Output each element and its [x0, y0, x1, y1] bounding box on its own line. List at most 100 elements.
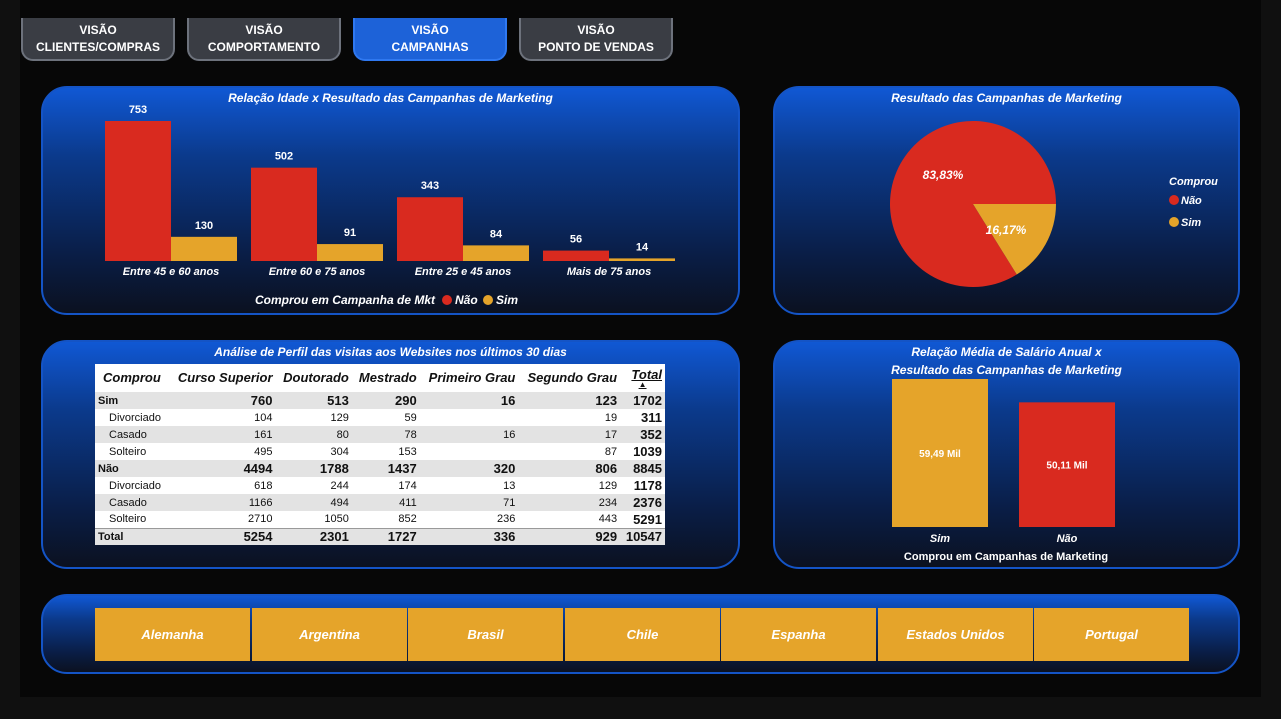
row-label: Casado	[95, 494, 169, 511]
table-cell: 16	[419, 426, 519, 443]
table-cell: 1166	[168, 494, 276, 511]
table-row: Casado 1166 494 411 71 234 2376	[95, 494, 665, 511]
salary-chart-card: Relação Média de Salário Anual x Resulta…	[773, 340, 1240, 569]
col-header-mestrado[interactable]: Mestrado	[358, 370, 417, 385]
table-cell: 411	[351, 494, 420, 511]
legend-sim-marker	[483, 295, 493, 305]
table-cell: 234	[518, 494, 621, 511]
bar-nao	[543, 250, 609, 261]
bar-sim	[171, 236, 237, 261]
table-cell: 290	[351, 392, 420, 409]
tab-label-line1: VISÃO	[79, 23, 117, 37]
row-total-cell: 8845	[620, 460, 665, 477]
table-row: Solteiro 495 304 153 87 1039	[95, 443, 665, 460]
table-cell: 17	[518, 426, 621, 443]
bar-nao	[1019, 402, 1115, 527]
slicer-button-estados-unidos[interactable]: Estados Unidos	[878, 608, 1033, 661]
col-header-primeiro-grau[interactable]: Primeiro Grau	[428, 370, 516, 385]
slicer-button-portugal[interactable]: Portugal	[1034, 608, 1189, 661]
slicer-button-espanha[interactable]: Espanha	[721, 608, 876, 661]
legend-nao-label: Não	[1181, 195, 1202, 207]
table-row: Casado 161 80 78 16 17 352	[95, 426, 665, 443]
table-cell: 494	[275, 494, 352, 511]
pie-slice-nao	[889, 120, 1056, 287]
col-header-curso-superior[interactable]: Curso Superior	[177, 370, 273, 385]
table-cell: 59	[404, 411, 417, 424]
col-header-segundo-grau[interactable]: Segundo Grau	[527, 370, 618, 385]
row-label: Divorciado	[109, 479, 161, 492]
table-cell: 2301	[275, 527, 352, 545]
table-cell: 304	[330, 445, 349, 458]
table-cell: 495	[254, 445, 273, 458]
table-cell: 4494	[168, 460, 276, 477]
table-cell: 1788	[275, 460, 352, 477]
table-header-row: Comprou Curso Superior Doutorado Mestrad…	[95, 364, 665, 392]
bar-nao	[251, 167, 317, 261]
tab-label-line1: VISÃO	[411, 23, 449, 37]
table-cell: 80	[275, 426, 352, 443]
row-label: Solteiro	[109, 513, 147, 526]
legend-nao-marker	[1169, 195, 1179, 205]
table-cell: 71	[419, 494, 519, 511]
table-cell: 16	[419, 392, 519, 409]
table-cell: 236	[497, 513, 516, 526]
table-cell: 443	[598, 513, 618, 526]
tab-label-line2: CLIENTES/COMPRAS	[35, 40, 160, 54]
legend-title: Comprou em Campanha de Mkt	[255, 293, 436, 307]
x-tick-label: Sim	[930, 533, 950, 545]
tab-label-line1: VISÃO	[245, 23, 283, 37]
table-row: Solteiro 2710 1050 852 236 443 5291	[95, 511, 665, 528]
x-tick-label: Entre 60 e 75 anos	[269, 266, 366, 278]
table-cell: 2710	[248, 513, 273, 526]
data-label: 91	[344, 227, 356, 239]
table-total-row: Total 5254 2301 1727 336 929 10547	[95, 527, 665, 545]
tab-label-line2: COMPORTAMENTO	[207, 40, 321, 54]
legend-title: Comprou	[1169, 176, 1218, 188]
row-label: Solteiro	[109, 445, 147, 458]
tab-visao-comportamento[interactable]: VISÃO COMPORTAMENTO	[187, 18, 341, 61]
col-header-total[interactable]: Total ▲	[620, 364, 665, 392]
col-header-total-label: Total	[631, 367, 662, 382]
tab-visao-campanhas[interactable]: VISÃO CAMPANHAS	[353, 18, 507, 61]
tab-label-line2: PONTO DE VENDAS	[538, 40, 654, 54]
table-row: Divorciado 618 244 174 13 129 1178	[95, 477, 665, 494]
bar-sim	[463, 245, 529, 261]
slicer-button-argentina[interactable]: Argentina	[252, 608, 407, 661]
row-total-cell: 10547	[620, 527, 665, 545]
slicer-button-alemanha[interactable]: Alemanha	[95, 608, 250, 661]
salary-chart-title-line2: Resultado das Campanhas de Marketing	[891, 363, 1122, 377]
table-cell: 123	[518, 392, 621, 409]
table-cell: 13	[503, 479, 516, 492]
x-axis-label: Comprou em Campanhas de Marketing	[904, 551, 1108, 563]
table-cell: 244	[330, 479, 349, 492]
row-label: Divorciado	[109, 411, 161, 424]
table-cell: 929	[518, 527, 621, 545]
table-cell: 760	[168, 392, 276, 409]
row-total-cell: 352	[620, 426, 665, 443]
pie-label-nao: 83,83%	[923, 168, 964, 182]
data-label: 84	[490, 228, 503, 240]
col-header-doutorado[interactable]: Doutorado	[283, 370, 349, 385]
table-cell: 1727	[351, 527, 420, 545]
tab-label-line2: CAMPANHAS	[391, 40, 469, 54]
x-tick-label: Entre 25 e 45 anos	[415, 266, 512, 278]
x-tick-label: Não	[1057, 533, 1078, 545]
table-cell: 174	[398, 479, 417, 492]
data-label: 56	[570, 234, 582, 246]
table-title: Análise de Perfil das visitas aos Websit…	[214, 345, 567, 359]
row-total-cell: 1702	[620, 392, 665, 409]
slicer-button-chile[interactable]: Chile	[565, 608, 720, 661]
table-cell: 618	[254, 479, 273, 492]
table-group-row: Não 4494 1788 1437 320 806 8845	[95, 460, 665, 477]
table-cell: 336	[419, 527, 519, 545]
table-cell: 104	[254, 411, 273, 424]
slicer-button-brasil[interactable]: Brasil	[408, 608, 563, 661]
tab-visao-clientes-compras[interactable]: VISÃO CLIENTES/COMPRAS	[21, 18, 175, 61]
table-cell: 129	[598, 479, 618, 492]
col-header-comprou[interactable]: Comprou	[103, 370, 161, 385]
row-total-cell: 5291	[633, 511, 662, 527]
tab-visao-ponto-de-vendas[interactable]: VISÃO PONTO DE VENDAS	[519, 18, 673, 61]
age-chart-title: Relação Idade x Resultado das Campanhas …	[228, 91, 553, 105]
